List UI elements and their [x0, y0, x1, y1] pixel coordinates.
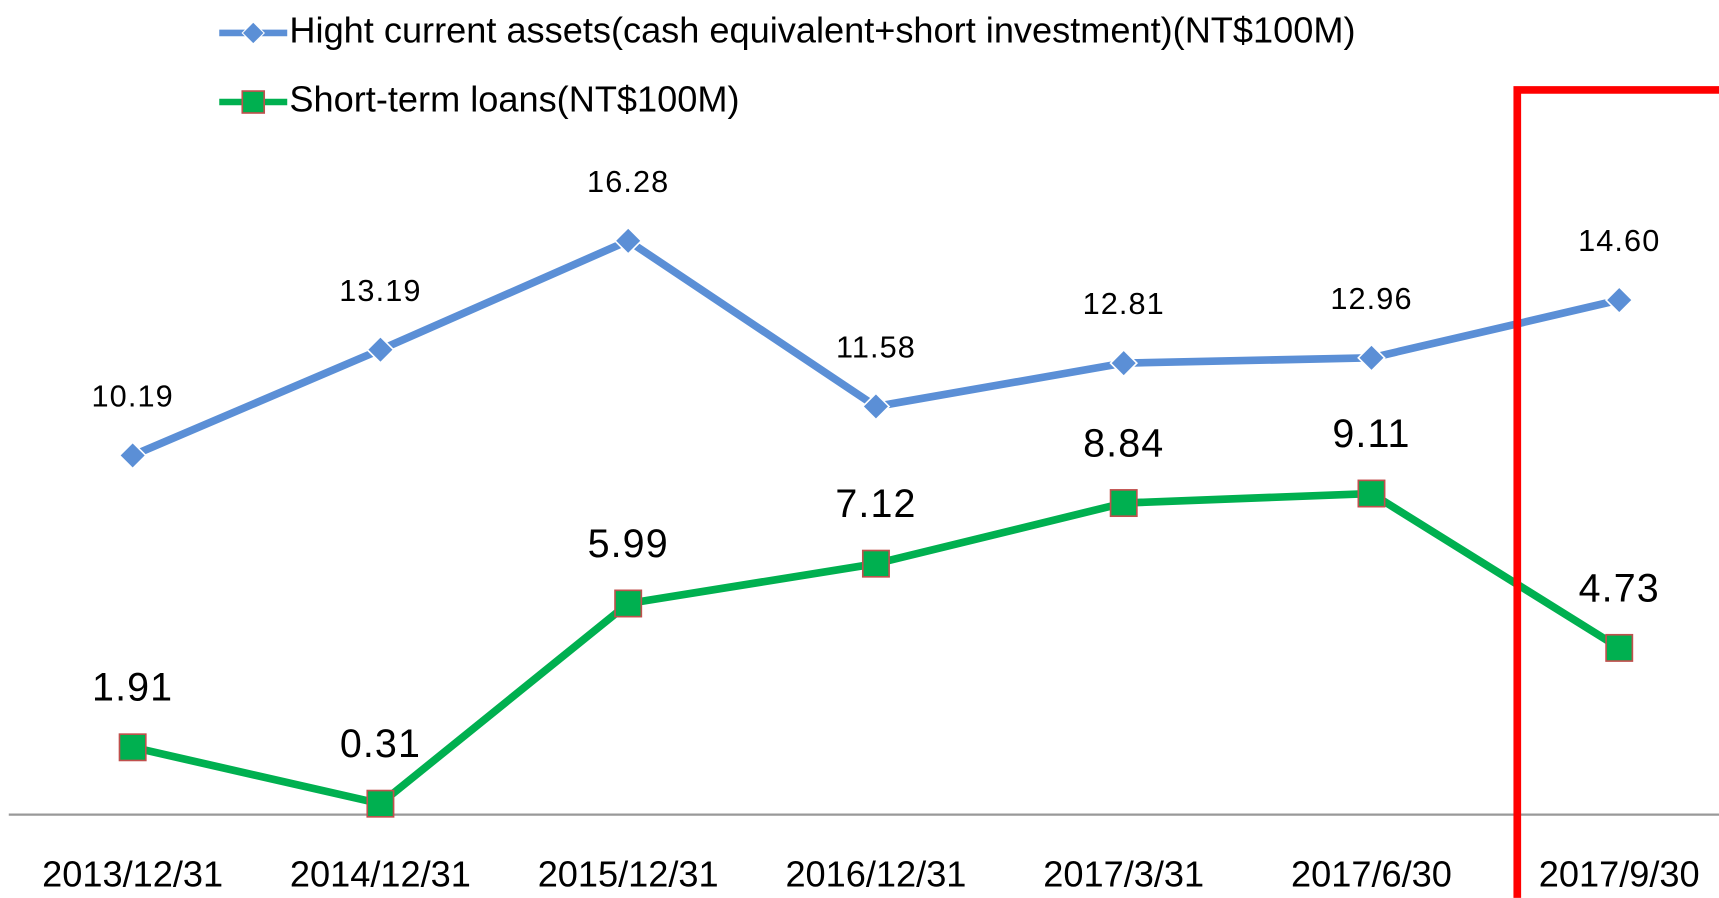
marker	[861, 549, 890, 578]
data-label: 0.31	[340, 722, 421, 766]
data-label: 1.91	[92, 666, 173, 710]
highlight-box	[1513, 86, 1719, 898]
legend: Hight current assets(cash equivalent+sho…	[219, 10, 1355, 120]
x-tick-label: 2015/12/31	[538, 854, 719, 895]
data-label: 16.28	[587, 164, 669, 199]
marker	[118, 441, 147, 470]
x-tick-label: 2017/9/30	[1539, 854, 1700, 895]
data-label: 9.11	[1332, 412, 1410, 456]
x-tick-label: 2017/6/30	[1291, 854, 1452, 895]
legend-label: Short-term loans(NT$100M)	[289, 79, 739, 120]
marker	[366, 789, 395, 818]
data-label: 14.60	[1578, 223, 1660, 258]
legend-marker	[241, 90, 266, 114]
data-label: 12.81	[1083, 286, 1165, 321]
marker	[1357, 479, 1386, 508]
data-label: 10.19	[92, 379, 174, 414]
data-label: 12.96	[1330, 281, 1412, 316]
plot: 2013/12/31 2014/12/31 2015/12/31 2016/12/31…	[42, 164, 1699, 895]
data-label: 4.73	[1579, 566, 1660, 610]
marker	[861, 392, 891, 421]
data-label: 8.84	[1083, 421, 1164, 465]
legend-marker	[241, 21, 265, 45]
marker	[1604, 285, 1634, 315]
data-label: 13.19	[339, 273, 421, 308]
x-tick-label: 2016/12/31	[785, 854, 966, 895]
marker	[1357, 343, 1386, 373]
marker	[613, 226, 643, 256]
marker	[366, 335, 395, 365]
marker	[1109, 489, 1138, 518]
data-label: 7.12	[835, 482, 916, 526]
x-tick-label: 2013/12/31	[42, 854, 223, 895]
x-tick-label: 2014/12/31	[290, 854, 471, 895]
marker	[118, 733, 147, 762]
x-tick-label: 2017/3/31	[1043, 854, 1204, 895]
data-label: 5.99	[588, 522, 669, 566]
marker	[614, 589, 643, 618]
data-label: 11.58	[836, 330, 916, 365]
marker	[1605, 633, 1634, 662]
legend-label: Hight current assets(cash equivalent+sho…	[289, 10, 1355, 51]
marker	[1109, 348, 1139, 378]
